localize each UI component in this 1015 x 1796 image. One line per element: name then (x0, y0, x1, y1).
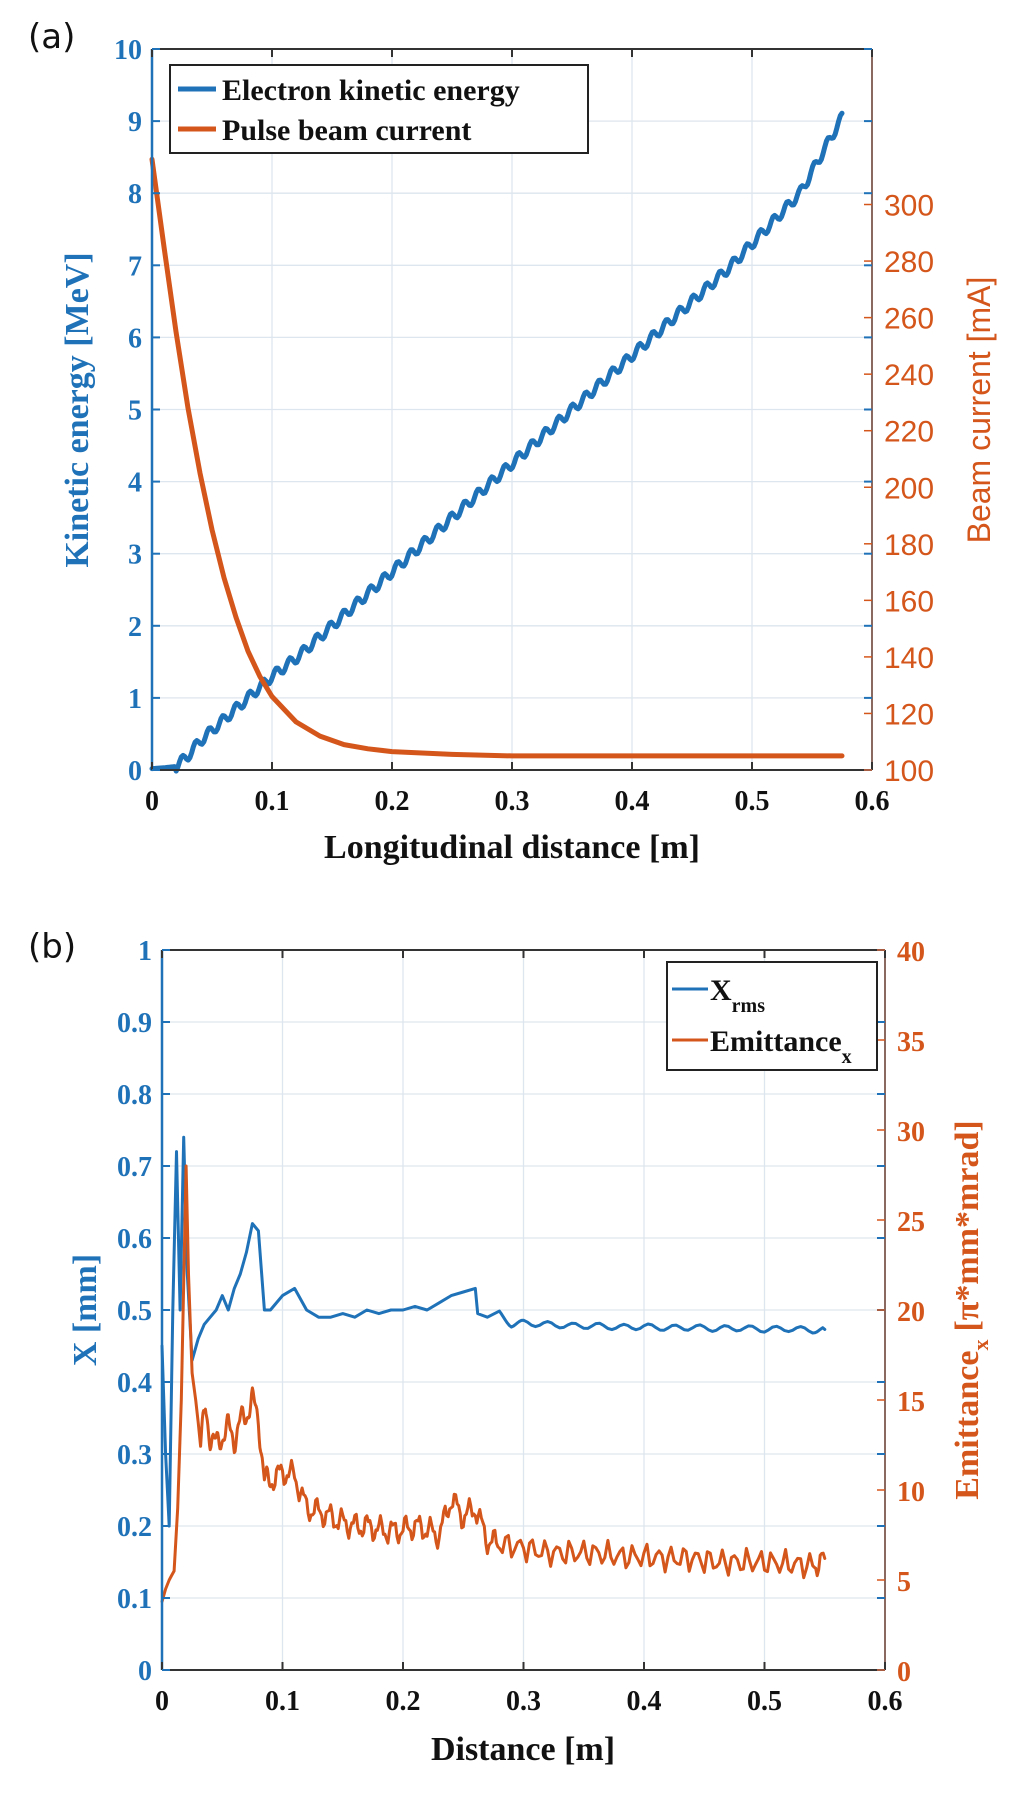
series-line-emittancex (160, 1164, 827, 1604)
y-left-tick-label: 0.3 (117, 1440, 152, 1471)
y-left-tick-label: 7 (128, 251, 142, 282)
y-right-tick-label: 100 (884, 755, 934, 788)
x-tick-label: 0.6 (855, 786, 890, 817)
y-right-tick-label: 180 (884, 529, 934, 562)
y-right-tick-label: 5 (897, 1567, 911, 1598)
y-left-tick-label: 8 (128, 179, 142, 210)
y-right-tick-label: 160 (884, 585, 934, 618)
x-tick-label: 0.1 (265, 1686, 300, 1717)
y-left-tick-label: 0.1 (117, 1584, 152, 1615)
chart-a: (a) 0 0.1 0.2 0.3 0.4 0.5 0.6 0 1 2 3 4 5 6 7 8 9 10 100 12… (28, 17, 997, 866)
chart-b-series (160, 1135, 827, 1604)
chart-a-legend-box (169, 64, 589, 154)
y-right-tick-label: 240 (884, 359, 934, 392)
y-left-tick-label: 10 (114, 35, 142, 66)
y-left-tick-label: 2 (128, 612, 142, 643)
chart-b-ticks: 0 0.1 0.2 0.3 0.4 0.5 0.600.10.20.30.40.50.60.… (117, 936, 925, 1717)
x-tick-label: 0.3 (506, 1686, 541, 1717)
y-right-tick-label: 220 (884, 416, 934, 449)
y-right-tick-label: 40 (897, 937, 925, 968)
x-tick-label: 0.6 (868, 1686, 903, 1717)
y-right-tick-label: 120 (884, 698, 934, 731)
chart-a-legend: Electron kinetic energy Pulse beam curre… (169, 64, 589, 154)
y-left-tick-label: 4 (128, 468, 142, 499)
series-line-pulse-beam-current (149, 156, 845, 759)
ylabel-right-units: [π*mm*mrad] (949, 1120, 986, 1331)
legend-label-current: Pulse beam current (222, 114, 471, 147)
legend-emittance-main: Emittance (710, 1025, 842, 1058)
series-line-xrms (160, 1135, 827, 1528)
x-tick-label: 0.5 (747, 1686, 782, 1717)
x-tick-label: 0.3 (495, 786, 530, 817)
chart-b-ylabel-left: X [mm] (67, 1254, 104, 1366)
y-right-tick-label: 140 (884, 642, 934, 675)
chart-a-xlabel: Longitudinal distance [m] (324, 829, 700, 866)
series-line-electron-kinetic-energy (149, 110, 845, 774)
y-left-tick-label: 0.6 (117, 1224, 152, 1255)
y-left-tick-label: 1 (128, 684, 142, 715)
legend-label-energy: Electron kinetic energy (222, 74, 520, 107)
x-tick-label: 0.2 (375, 786, 410, 817)
y-left-tick-label: 3 (128, 540, 142, 571)
y-left-tick-label: 0.7 (117, 1152, 152, 1183)
chart-b-ylabel-right: Emittancex [π*mm*mrad] (949, 1120, 993, 1499)
x-tick-label: 0.5 (735, 786, 770, 817)
x-tick-label: 0.2 (386, 1686, 421, 1717)
y-left-tick-label: 0 (138, 1656, 152, 1687)
ylabel-right-sub: x (968, 1340, 993, 1351)
y-left-tick-label: 0 (128, 756, 142, 787)
chart-a-ticks: 0 0.1 0.2 0.3 0.4 0.5 0.6 0 1 2 3 4 5 6 7 8 9 10 100 120 140… (114, 35, 934, 817)
panel-label-b: (b) (28, 927, 76, 967)
y-left-tick-label: 0.8 (117, 1080, 152, 1111)
y-left-tick-label: 6 (128, 323, 142, 354)
y-left-tick-label: 5 (128, 396, 142, 427)
x-tick-label: 0.4 (615, 786, 650, 817)
y-left-tick-label: 0.5 (117, 1296, 152, 1327)
legend-emittance-sub: x (842, 1046, 852, 1068)
x-tick-label: 0.4 (627, 1686, 662, 1717)
chart-a-series (149, 110, 845, 774)
x-tick-label: 0 (145, 786, 159, 817)
y-right-tick-label: 260 (884, 303, 934, 336)
y-right-tick-label: 35 (897, 1027, 925, 1058)
y-right-tick-label: 30 (897, 1117, 925, 1148)
legend-label-xrms: Xrms (710, 974, 765, 1017)
chart-b-legend-box (666, 961, 878, 1071)
y-right-tick-label: 200 (884, 472, 934, 505)
y-right-tick-label: 300 (884, 190, 934, 223)
y-left-tick-label: 0.4 (117, 1368, 152, 1399)
y-right-tick-label: 25 (897, 1207, 925, 1238)
chart-a-ylabel-right: Beam current [mA] (961, 277, 997, 544)
y-left-tick-label: 1 (138, 936, 152, 967)
panel-label-a: (a) (28, 17, 75, 57)
chart-a-ylabel-left: Kinetic energy [MeV] (59, 252, 96, 567)
x-tick-label: 0 (155, 1686, 169, 1717)
y-left-tick-label: 0.2 (117, 1512, 152, 1543)
y-right-tick-label: 20 (897, 1297, 925, 1328)
y-left-tick-label: 0.9 (117, 1008, 152, 1039)
y-right-tick-label: 0 (897, 1657, 911, 1688)
y-left-tick-label: 9 (128, 107, 142, 138)
legend-xrms-sub: rms (732, 995, 766, 1017)
ylabel-right-main: Emittance (949, 1351, 986, 1500)
legend-xrms-main: X (710, 974, 732, 1007)
y-right-tick-label: 10 (897, 1477, 925, 1508)
chart-b: (b) 0 0.1 0.2 0.3 0.4 0.5 0.600.10.20.30.40.50… (28, 927, 993, 1768)
x-tick-label: 0.1 (255, 786, 290, 817)
chart-b-ylabel-right-text: Emittancex [π*mm*mrad] (949, 1120, 993, 1499)
y-right-tick-label: 15 (897, 1387, 925, 1418)
chart-a-grid (151, 48, 873, 771)
chart-b-legend: Xrms Emittancex (666, 961, 878, 1071)
y-right-tick-label: 280 (884, 246, 934, 279)
chart-b-xlabel: Distance [m] (431, 1731, 615, 1768)
legend-label-emittance: Emittancex (710, 1025, 852, 1068)
